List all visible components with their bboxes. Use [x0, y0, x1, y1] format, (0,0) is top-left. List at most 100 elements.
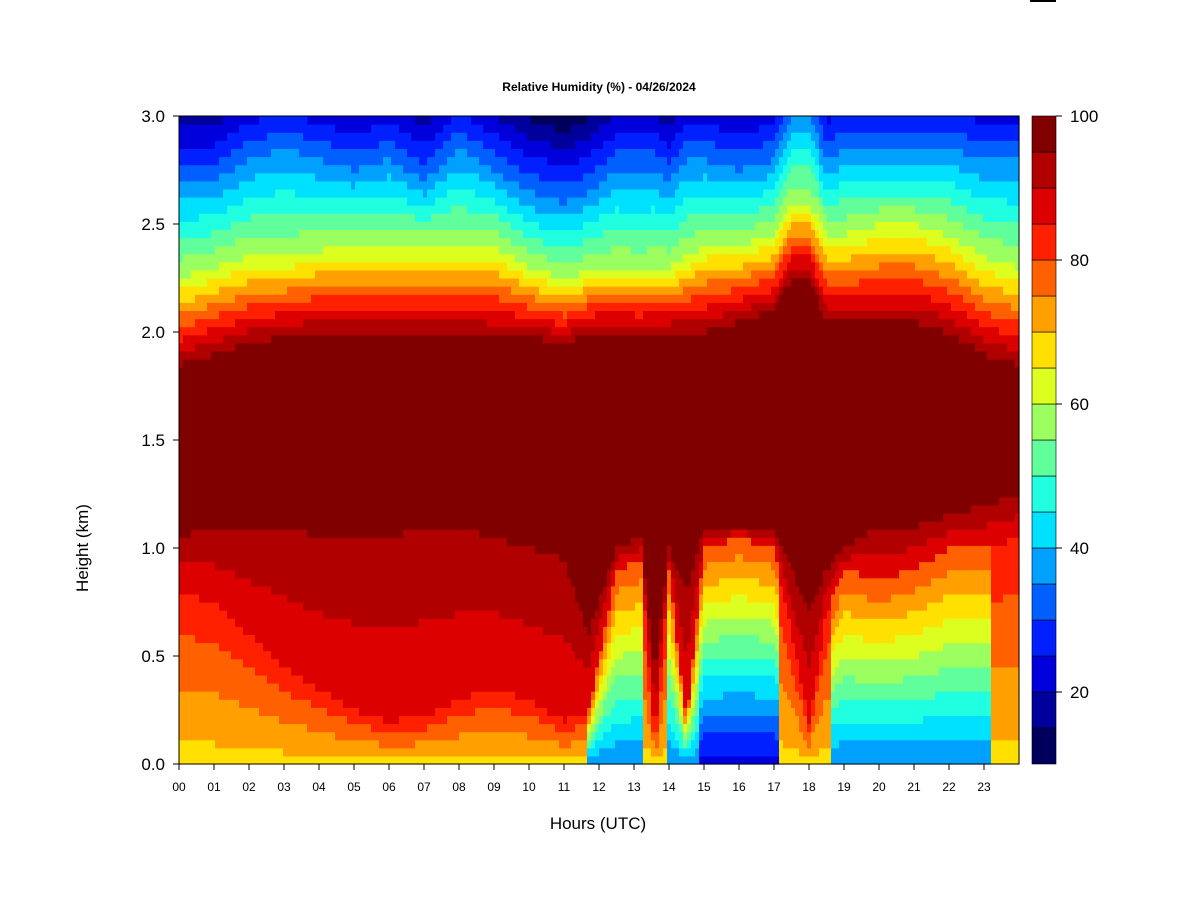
heatmap-cell — [211, 593, 216, 603]
heatmap-cell — [399, 699, 404, 708]
heatmap-cell — [275, 593, 280, 603]
heatmap-cell — [243, 537, 248, 546]
heatmap-cell — [351, 302, 356, 311]
heatmap-cell — [195, 739, 200, 749]
heatmap-cell — [231, 755, 236, 765]
heatmap-cell — [291, 553, 296, 563]
heatmap-cell — [315, 415, 320, 425]
heatmap-cell — [287, 148, 292, 158]
heatmap-cell — [315, 334, 320, 344]
heatmap-cell — [223, 302, 228, 311]
heatmap-cell — [267, 715, 272, 725]
heatmap-cell — [183, 723, 188, 733]
heatmap-cell — [347, 383, 352, 392]
heatmap-cell — [195, 391, 200, 401]
heatmap-cell — [355, 731, 360, 741]
heatmap-cell — [291, 164, 296, 174]
heatmap-cell — [259, 399, 264, 409]
heatmap-cell — [355, 318, 360, 328]
heatmap-cell — [235, 602, 240, 611]
heatmap-cell — [287, 755, 292, 765]
heatmap-cell — [383, 399, 388, 409]
heatmap-cell — [343, 431, 348, 441]
heatmap-cell — [383, 691, 388, 700]
heatmap-cell — [191, 294, 196, 303]
heatmap-cell — [315, 577, 320, 587]
heatmap-cell — [423, 367, 428, 376]
heatmap-cell — [375, 472, 380, 482]
heatmap-cell — [315, 391, 320, 401]
heatmap-cell — [411, 642, 416, 652]
heatmap-cell — [371, 407, 376, 417]
heatmap-cell — [375, 618, 380, 627]
heatmap-cell — [271, 350, 276, 360]
heatmap-cell — [343, 691, 348, 700]
heatmap-cell — [399, 253, 404, 263]
heatmap-cell — [251, 188, 256, 198]
heatmap-cell — [215, 626, 220, 635]
heatmap-cell — [403, 529, 408, 538]
heatmap-cell — [183, 229, 188, 239]
heatmap-cell — [267, 529, 272, 538]
heatmap-cell — [183, 197, 188, 206]
heatmap-cell — [203, 294, 208, 303]
heatmap-cell — [427, 537, 432, 546]
heatmap-cell — [227, 650, 232, 660]
heatmap-cell — [399, 415, 404, 425]
heatmap-cell — [259, 480, 264, 490]
heatmap-cell — [227, 180, 232, 190]
heatmap-cell — [395, 164, 400, 174]
heatmap-cell — [235, 666, 240, 676]
heatmap-cell — [335, 367, 340, 376]
heatmap-cell — [223, 278, 228, 287]
heatmap-cell — [359, 585, 364, 595]
heatmap-cell — [327, 245, 332, 255]
heatmap-cell — [415, 221, 420, 230]
heatmap-cell — [279, 683, 284, 692]
heatmap-cell — [275, 375, 280, 384]
heatmap-cell — [399, 456, 404, 465]
heatmap-cell — [207, 683, 212, 692]
heatmap-cell — [343, 650, 348, 660]
heatmap-cell — [395, 221, 400, 230]
heatmap-cell — [219, 180, 224, 190]
heatmap-cell — [391, 666, 396, 676]
heatmap-cell — [291, 707, 296, 716]
heatmap-cell — [239, 440, 244, 449]
heatmap-cell — [367, 496, 372, 506]
heatmap-cell — [223, 569, 228, 579]
heatmap-cell — [403, 488, 408, 498]
heatmap-cell — [303, 699, 308, 708]
heatmap-cell — [331, 188, 336, 198]
heatmap-cell — [183, 699, 188, 708]
heatmap-cell — [327, 213, 332, 222]
heatmap-cell — [195, 610, 200, 619]
heatmap-cell — [179, 148, 184, 158]
heatmap-cell — [351, 245, 356, 255]
heatmap-cell — [335, 302, 340, 311]
heatmap-cell — [355, 286, 360, 295]
heatmap-cell — [199, 545, 204, 554]
heatmap-cell — [243, 407, 248, 417]
heatmap-cell — [195, 618, 200, 627]
heatmap-cell — [183, 488, 188, 498]
heatmap-cell — [379, 707, 384, 716]
heatmap-cell — [331, 634, 336, 644]
heatmap-cell — [227, 375, 232, 384]
heatmap-cell — [339, 464, 344, 473]
heatmap-cell — [355, 391, 360, 401]
heatmap-cell — [267, 367, 272, 376]
heatmap-cell — [199, 148, 204, 158]
heatmap-cell — [195, 286, 200, 295]
heatmap-cell — [231, 148, 236, 158]
heatmap-cell — [187, 367, 192, 376]
heatmap-cell — [303, 666, 308, 676]
heatmap-cell — [287, 350, 292, 360]
heatmap-cell — [215, 253, 220, 263]
heatmap-cell — [227, 634, 232, 644]
heatmap-cell — [307, 302, 312, 311]
heatmap-cell — [427, 715, 432, 725]
heatmap-cell — [251, 431, 256, 441]
heatmap-cell — [203, 731, 208, 741]
heatmap-cell — [351, 431, 356, 441]
